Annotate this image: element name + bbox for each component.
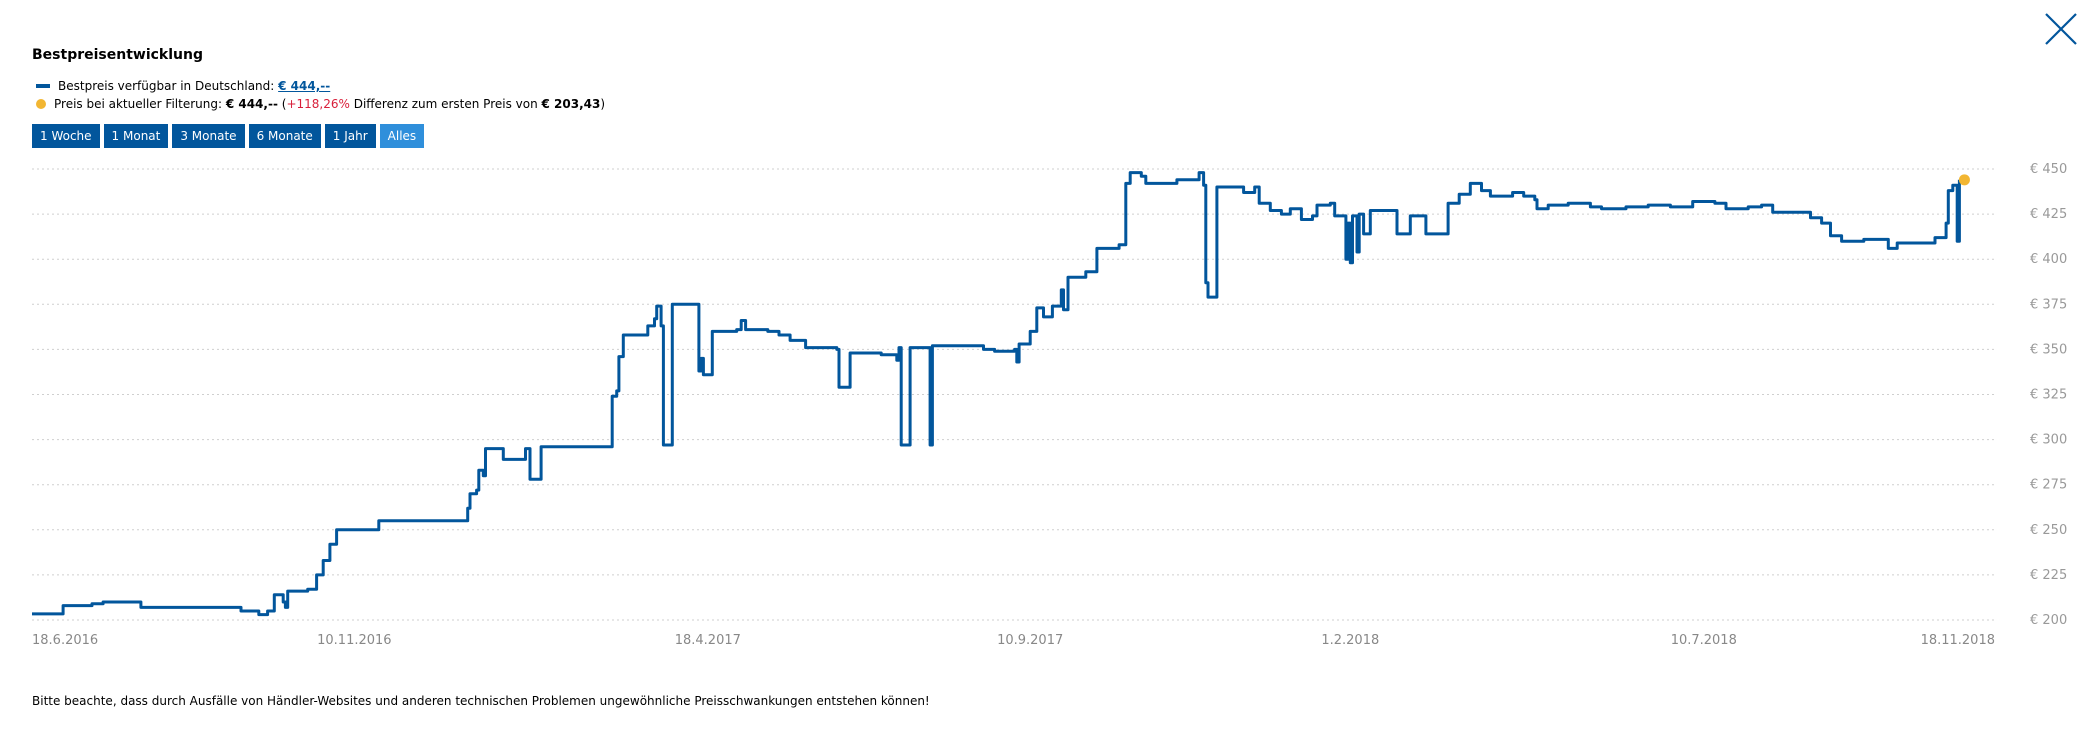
y-axis-ticks: € 200 € 225 € 250 € 275 € 300 € 325 € 350 € 375… xyxy=(2030,162,2067,628)
y-tick-label: € 450 xyxy=(2030,162,2067,177)
legend-line-label: Bestpreis verfügbar in Deutschland: xyxy=(58,79,279,93)
range-1-year-button[interactable]: 1 Jahr xyxy=(324,124,376,148)
diff-percent: +118,26% xyxy=(286,97,350,111)
y-tick-label: € 325 xyxy=(2030,388,2067,403)
first-price-value: € 203,43 xyxy=(541,97,601,111)
range-1-week-button[interactable]: 1 Woche xyxy=(32,124,100,148)
y-tick-label: € 350 xyxy=(2030,342,2067,357)
x-tick-label: 10.11.2016 xyxy=(317,633,391,648)
x-tick-label: 18.6.2016 xyxy=(32,633,98,648)
paren-open: ( xyxy=(277,97,287,111)
disclaimer-note: Bitte beachte, dass durch Ausfälle von H… xyxy=(32,694,930,708)
range-all-button[interactable]: Alles xyxy=(379,124,425,148)
close-icon[interactable] xyxy=(2043,11,2079,47)
range-6-months-button[interactable]: 6 Monate xyxy=(248,124,321,148)
y-tick-label: € 375 xyxy=(2030,297,2067,312)
y-tick-label: € 425 xyxy=(2030,207,2067,222)
grid-lines xyxy=(32,168,1995,621)
filtered-price-value: € 444,-- xyxy=(225,97,278,111)
chart-title: Bestpreisentwicklung xyxy=(32,47,203,63)
y-tick-label: € 275 xyxy=(2030,478,2067,493)
x-tick-label: 1.2.2018 xyxy=(1321,633,1379,648)
x-tick-label: 18.4.2017 xyxy=(675,633,741,648)
y-tick-label: € 250 xyxy=(2030,523,2067,538)
x-tick-label: 10.9.2017 xyxy=(997,633,1063,648)
range-buttons: 1 Woche 1 Monat 3 Monate 6 Monate 1 Jahr… xyxy=(32,124,425,148)
y-tick-label: € 300 xyxy=(2030,433,2067,448)
range-3-months-button[interactable]: 3 Monate xyxy=(172,124,245,148)
x-axis-ticks: 18.6.2016 10.11.2016 18.4.2017 10.9.2017 1.2… xyxy=(32,633,1995,648)
range-1-month-button[interactable]: 1 Monat xyxy=(103,124,169,148)
legend-dot-label: Preis bei aktueller Filterung: xyxy=(54,97,226,111)
y-tick-label: € 225 xyxy=(2030,568,2067,583)
price-chart: € 200 € 225 € 250 € 275 € 300 € 325 € 350 € 375… xyxy=(32,162,2067,648)
diff-text: Differenz zum ersten Preis von xyxy=(349,97,542,111)
legend-best-price: Bestpreis verfügbar in Deutschland: € 44… xyxy=(36,79,330,93)
x-tick-label: 18.11.2018 xyxy=(1921,633,1995,648)
legend-line-swatch xyxy=(36,83,50,88)
legend-filtered-price: Preis bei aktueller Filterung: € 444,-- … xyxy=(36,97,605,111)
current-price-dot[interactable] xyxy=(1958,174,1970,186)
legend-dot-swatch xyxy=(36,98,46,109)
y-tick-label: € 400 xyxy=(2030,252,2067,267)
price-series-line xyxy=(32,171,1961,617)
paren-close: ) xyxy=(600,97,606,111)
best-price-link[interactable]: € 444,-- xyxy=(278,79,331,93)
x-tick-label: 10.7.2018 xyxy=(1671,633,1737,648)
y-tick-label: € 200 xyxy=(2030,613,2067,628)
